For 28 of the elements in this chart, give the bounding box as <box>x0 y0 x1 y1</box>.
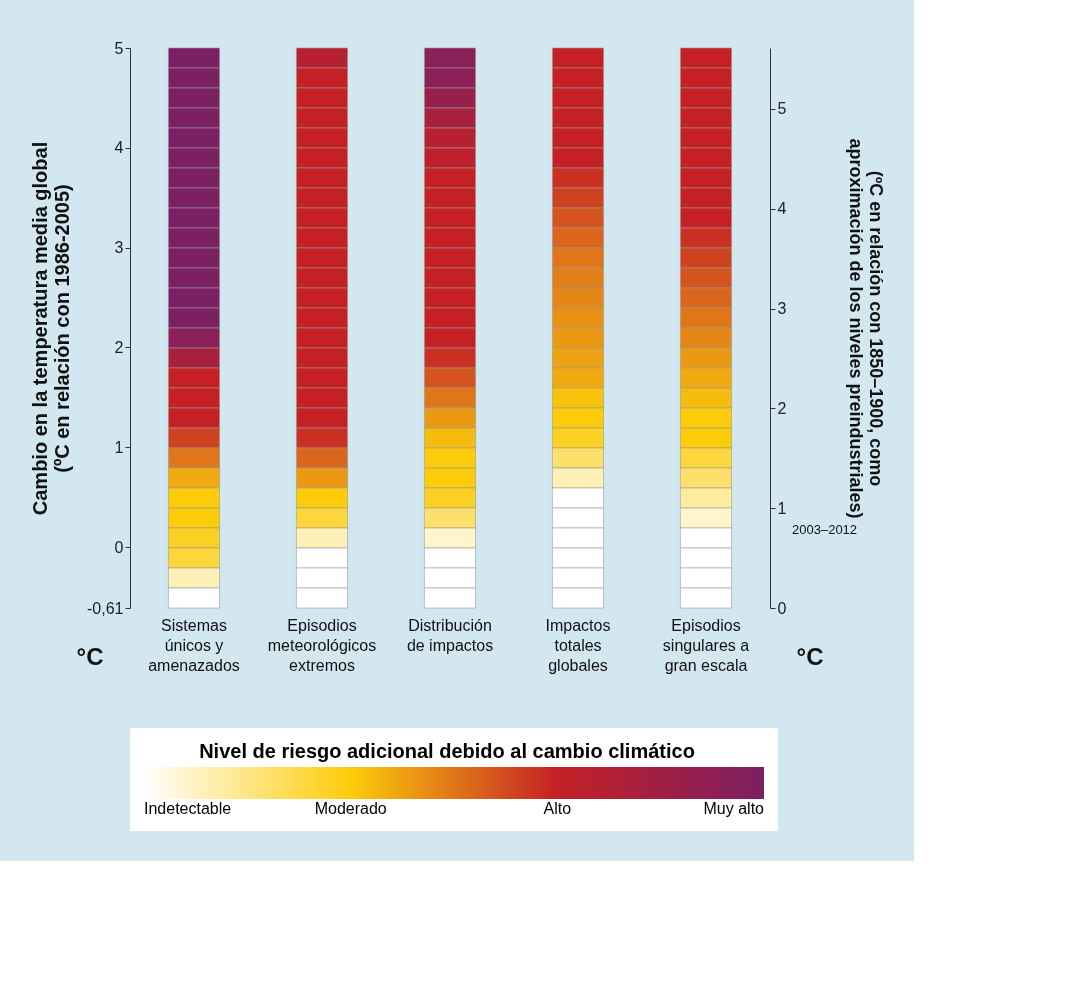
y2-axis-title: (ºC en relación con 1850–1900, como aproximación de los niveles preindustriales) <box>846 138 887 519</box>
y-axis-title: Cambio en la temperatura media global (ºC en relación con 1986-2005) <box>29 141 74 516</box>
x-tick-label: Episodios singulares a gran escala <box>662 617 750 674</box>
color-bar-label: Moderado <box>314 800 387 817</box>
y2-tick-label: 1 <box>777 499 787 517</box>
color-bar-title: Nivel de riesgo adicional debido al cambio climático <box>199 740 695 762</box>
y-tick-label: 4 <box>114 139 124 157</box>
y2-tick-label: 0 <box>777 599 787 617</box>
x-tick-label: Impactos totales globales <box>545 617 611 674</box>
x-tick-label: Distribución de impactos <box>406 617 494 654</box>
y2-tick-label: 4 <box>777 200 787 218</box>
y-tick-label: 3 <box>114 239 124 257</box>
color-bar-label: Alto <box>543 800 572 817</box>
y-tick-label: 0 <box>114 538 124 556</box>
color-bar-label: Indetectable <box>144 800 232 817</box>
x-tick-label: Episodios meteorológicos extremos <box>267 617 377 674</box>
y2-tick-label: 5 <box>777 100 787 118</box>
y2-tick-label: 2 <box>777 399 787 417</box>
y-tick-label: 5 <box>114 39 124 57</box>
text: 2003–2012 <box>792 521 858 537</box>
text: °C <box>76 643 104 670</box>
y-tick-label: 1 <box>114 438 124 456</box>
text: °C <box>796 643 824 670</box>
x-tick-label: Sistemas únicos y amenazados <box>148 617 240 674</box>
y-tick-label: -0,61 <box>87 599 124 617</box>
y-tick-label: 2 <box>114 338 124 356</box>
y2-tick-label: 3 <box>777 300 787 318</box>
color-bar-label: Muy alto <box>703 800 765 817</box>
